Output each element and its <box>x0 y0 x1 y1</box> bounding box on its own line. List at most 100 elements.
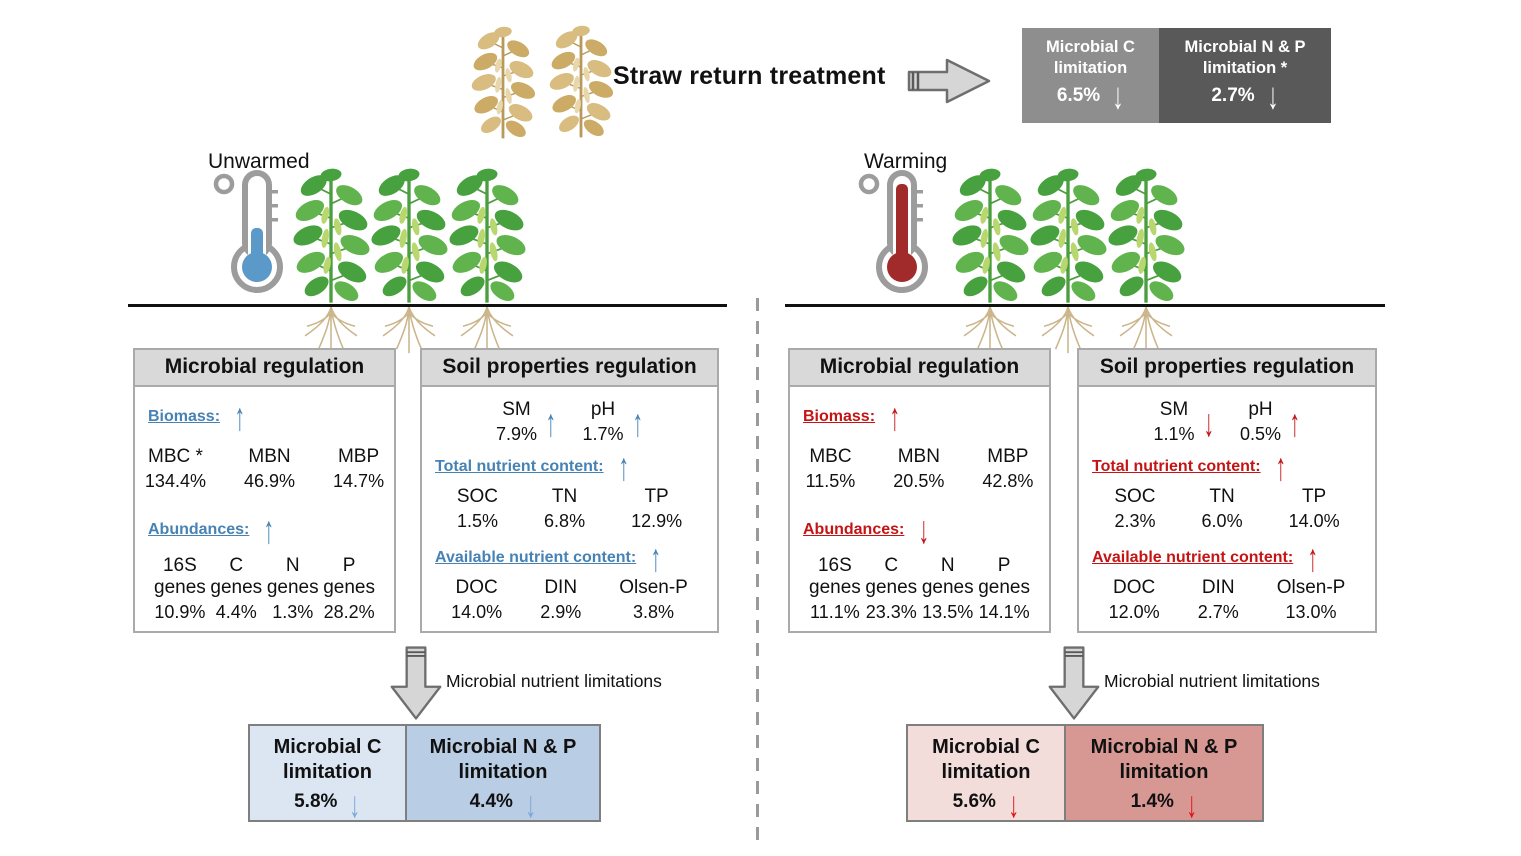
right-arrow-icon <box>903 50 995 112</box>
metric-name: MBP <box>337 446 380 467</box>
metric-name: 16S <box>817 555 852 576</box>
metric-value: 4.4% <box>215 602 257 622</box>
unwarmed-microbial-regulation-box: Microbial regulation Biomass: ↑ MBC * 13… <box>133 348 396 633</box>
up-arrow-icon: ↑ <box>889 394 901 439</box>
up-arrow-icon: ↑ <box>631 399 643 445</box>
metric-name: DIN <box>544 577 578 598</box>
metric: N genes 1.3% <box>267 555 319 623</box>
metric-name: DIN <box>1201 577 1235 598</box>
down-arrow-icon: ↓ <box>1008 783 1020 825</box>
metric: DOC 12.0% <box>1109 577 1160 623</box>
metric-name: MBN <box>248 446 291 467</box>
unwarmed-soil-regulation-box: Soil properties regulation SM 7.9% ↑ pH … <box>420 348 719 633</box>
up-arrow-icon: ↑ <box>263 507 275 552</box>
result-box-microbial-np: Microbial N & P limitation 1.4% ↓ <box>1064 726 1262 825</box>
metric-name: N <box>940 555 955 576</box>
metric-value: 1.5% <box>456 511 498 531</box>
metric-name: TN <box>1209 486 1235 507</box>
metric-value: 1.1% <box>1153 424 1195 444</box>
straw-plant-icon <box>463 12 543 152</box>
result-title-line1: Microbial N & P <box>1090 736 1238 758</box>
down-arrow-icon: ↓ <box>1112 76 1124 118</box>
metric-name: DOC <box>455 577 498 598</box>
result-value: 4.4% <box>469 791 513 813</box>
down-arrow-icon: ↓ <box>349 783 361 825</box>
metric-value: 11.1% <box>810 602 860 622</box>
down-arrow-icon <box>388 644 444 722</box>
metric-sub: genes <box>323 577 375 598</box>
result-box-microbial-np: Microbial N & P limitation * 2.7% ↓ <box>1159 28 1331 123</box>
metric-sub: genes <box>210 577 263 598</box>
condition-label-warming: Warming <box>864 150 948 173</box>
box-title: Microbial regulation <box>790 350 1049 387</box>
metric: MBP 42.8% <box>982 446 1033 492</box>
soil-line <box>785 304 1385 307</box>
metric-name: MBP <box>987 446 1029 467</box>
metric-sub: genes <box>809 577 861 598</box>
result-value: 5.8% <box>294 791 338 813</box>
up-arrow-icon: ↑ <box>234 394 246 439</box>
result-title-line2: limitation * <box>1202 59 1288 78</box>
soil-metric-sm: SM 1.1% ↓ <box>1153 399 1214 445</box>
metric: Olsen-P 3.8% <box>619 577 688 623</box>
soil-metric-ph: pH 1.7% ↑ <box>583 399 644 445</box>
down-arrow-icon: ↓ <box>1266 76 1279 118</box>
metric-sub: genes <box>978 577 1030 598</box>
result-title-line1: Microbial C <box>932 736 1040 758</box>
metric: TP 12.9% <box>631 486 682 532</box>
metric-name: pH <box>1248 399 1273 420</box>
metric-sub: genes <box>154 577 206 598</box>
straw-plant-icon <box>541 10 621 152</box>
straw-effect-result-boxes: Microbial C limitation 6.5% ↓ Microbial … <box>1022 28 1331 123</box>
up-arrow-icon: ↑ <box>1275 444 1286 489</box>
metric-value: 11.5% <box>805 471 856 491</box>
metric-value: 13.5% <box>922 602 974 622</box>
metric-value: 14.0% <box>451 602 503 622</box>
metric-name: MBC <box>809 446 852 467</box>
result-title-line1: Microbial C <box>273 736 382 758</box>
metric: TN 6.0% <box>1202 486 1243 532</box>
metric: MBP 14.7% <box>333 446 384 492</box>
metric-sub: genes <box>865 577 918 598</box>
metric-name: Olsen-P <box>1276 577 1346 598</box>
result-value: 1.4% <box>1130 791 1174 813</box>
metric-name: SM <box>502 399 531 420</box>
metric-value: 42.8% <box>982 471 1034 491</box>
metric-name: TN <box>551 486 578 507</box>
metric-value: 10.9% <box>154 602 206 622</box>
metric-value: 0.5% <box>1240 424 1282 444</box>
result-value: 2.7% <box>1211 85 1255 107</box>
metric-value: 20.5% <box>893 471 945 491</box>
metric-name: Olsen-P <box>619 577 688 598</box>
metric: DIN 2.9% <box>540 577 581 623</box>
metric-name: MBC * <box>148 446 203 467</box>
total-nutrient-label: Total nutrient content: <box>435 457 604 475</box>
condition-label-unwarmed: Unwarmed <box>208 150 310 173</box>
metric: MBC * 134.4% <box>145 446 206 492</box>
down-arrow-icon <box>1046 644 1102 722</box>
metric: DIN 2.7% <box>1198 577 1239 623</box>
metric: C genes 4.4% <box>210 555 262 623</box>
metric-name: TP <box>1301 486 1327 507</box>
metric-name: DOC <box>1113 577 1156 598</box>
up-arrow-icon: ↑ <box>650 535 662 580</box>
soybean-plant-icon <box>439 164 535 306</box>
metric: MBC 11.5% <box>806 446 856 492</box>
metric-value: 14.1% <box>978 602 1030 622</box>
down-arrow-icon: ↓ <box>1202 399 1214 445</box>
metric-value: 28.2% <box>323 602 375 622</box>
flow-label: Microbial nutrient limitations <box>446 671 662 691</box>
metric-value: 7.9% <box>495 424 537 444</box>
result-box-microbial-c: Microbial C limitation 5.6% ↓ <box>908 726 1064 825</box>
metric-name: 16S <box>162 555 197 576</box>
up-arrow-icon: ↑ <box>545 399 557 445</box>
result-title-line1: Microbial N & P <box>429 736 577 758</box>
soil-line <box>128 304 727 307</box>
soil-metric-sm: SM 7.9% ↑ <box>496 399 557 445</box>
up-arrow-icon: ↑ <box>1307 535 1319 580</box>
result-title-line2: limitation <box>458 761 548 784</box>
warming-soil-regulation-box: Soil properties regulation SM 1.1% ↓ pH … <box>1077 348 1377 633</box>
metric-value: 3.8% <box>633 602 675 622</box>
metric-name: P <box>997 555 1011 576</box>
metric-value: 1.3% <box>272 602 314 622</box>
